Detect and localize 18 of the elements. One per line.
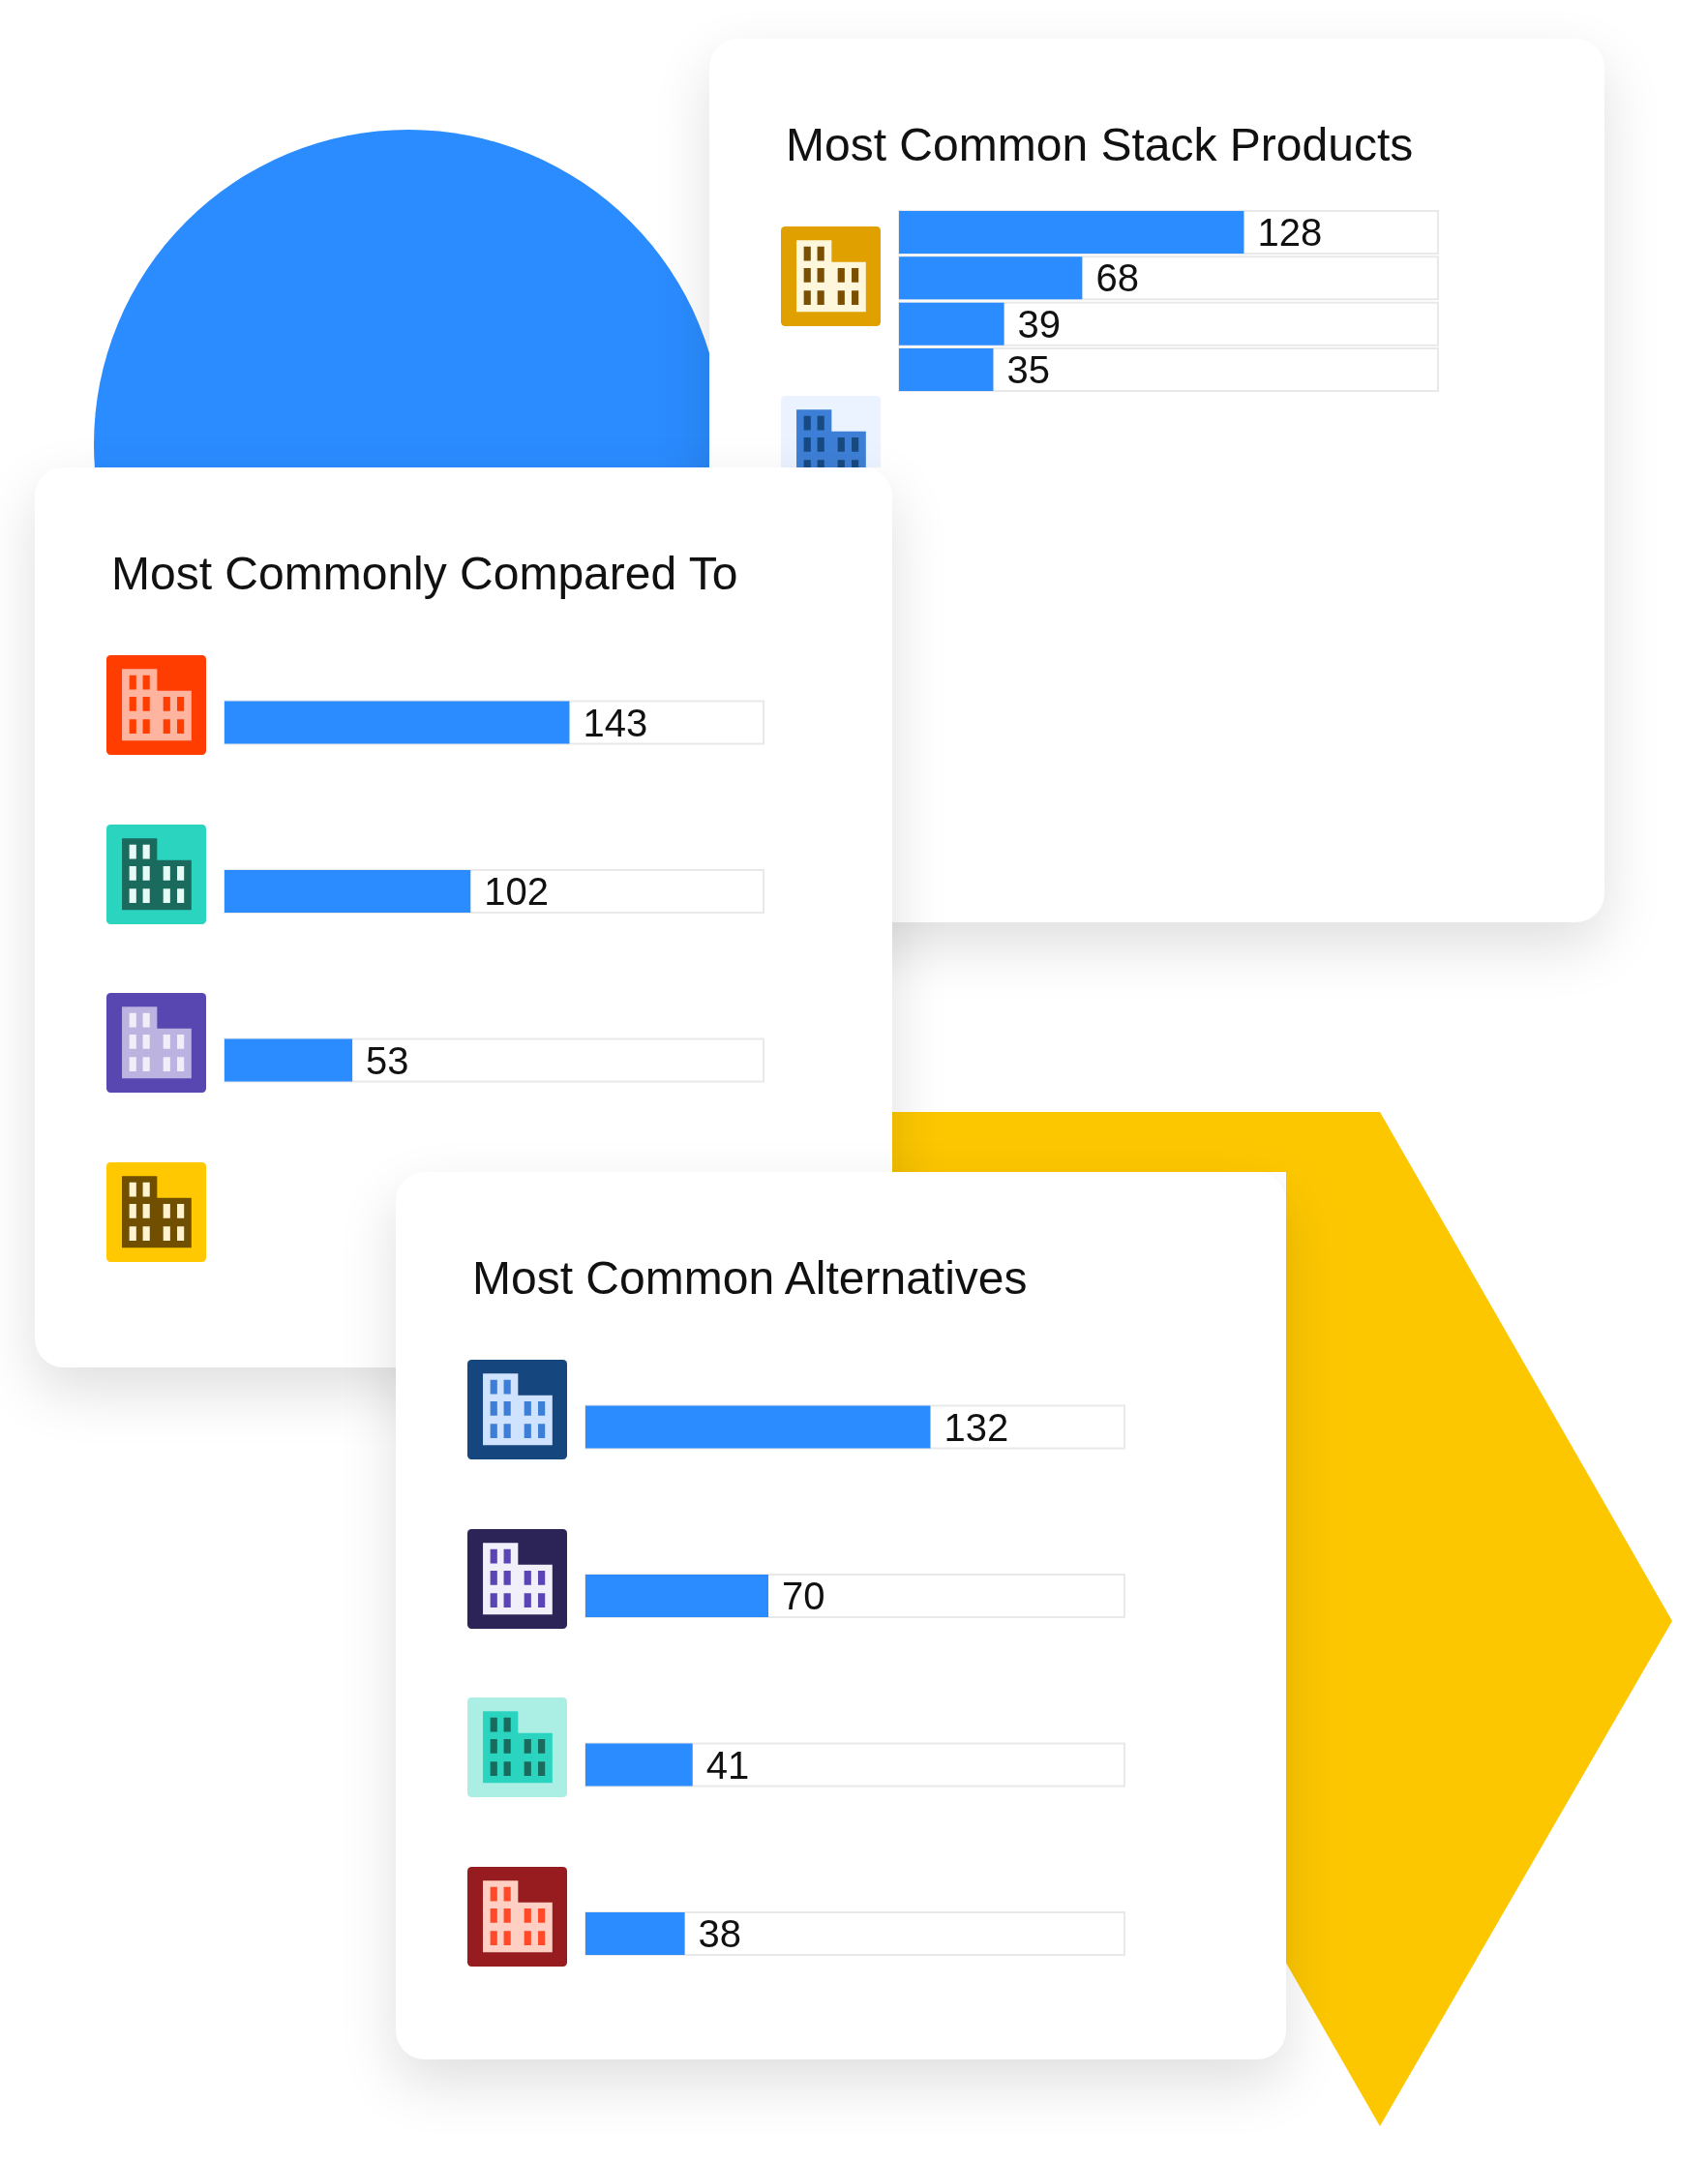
data-label: 68 [1095, 256, 1139, 300]
data-label: 102 [484, 870, 550, 913]
data-label: 41 [705, 1743, 750, 1787]
bar [585, 1912, 685, 1955]
data-label: 35 [1006, 348, 1050, 392]
chart-title: Most Common Stack Products [786, 118, 1414, 170]
bar [899, 348, 994, 392]
data-label: 128 [1257, 210, 1323, 254]
chart-title: Most Common Alternatives [472, 1251, 1028, 1304]
data-label: 53 [366, 1038, 409, 1082]
bar [585, 1743, 693, 1787]
chart-title: Most Commonly Compared To [111, 547, 738, 599]
bar [899, 302, 1004, 345]
data-label: 70 [782, 1575, 825, 1617]
data-label: 143 [583, 701, 648, 744]
data-label: 132 [944, 1405, 1009, 1449]
data-label: 38 [698, 1912, 742, 1955]
data-label: 39 [1017, 302, 1062, 345]
